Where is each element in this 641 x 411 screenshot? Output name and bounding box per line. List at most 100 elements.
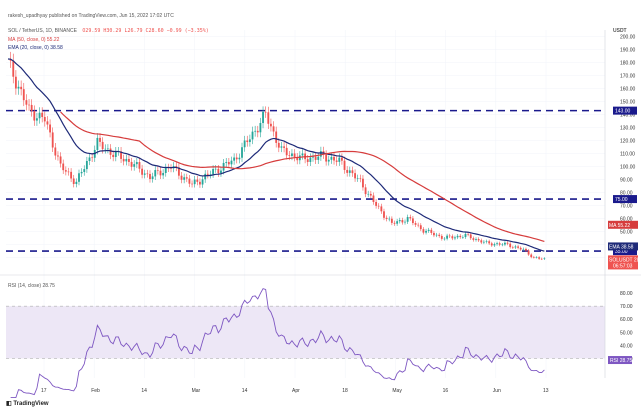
candle-body [314, 156, 317, 160]
logo-text: TradingView [13, 401, 49, 407]
tradingview-logo: ◧ TradingView [6, 400, 49, 407]
level-label: 75.00 [615, 197, 628, 203]
candle-body [498, 243, 501, 245]
candle-body [335, 160, 338, 162]
price-tick-label: 80.00 [620, 191, 633, 197]
candle-body [293, 153, 296, 158]
candle-body [46, 121, 49, 125]
candle-body [448, 235, 451, 237]
candle-body [527, 250, 530, 255]
candle-body [275, 131, 278, 143]
candle-body [214, 168, 217, 170]
candle-body [154, 170, 157, 177]
price-tick-label: 140.00 [620, 113, 636, 119]
candle-body [38, 112, 41, 119]
candle-body [375, 201, 378, 206]
candle-body [477, 239, 480, 241]
candle-body [506, 242, 509, 244]
candle-body [78, 173, 80, 182]
candle-body [30, 104, 33, 111]
rsi-tag-label: RSI 28.75 [610, 358, 632, 364]
currency-label: USDT [613, 28, 627, 34]
rsi-tick-label: 50.00 [620, 330, 633, 336]
candle-body [438, 234, 441, 236]
candle-body [517, 246, 519, 248]
candle-body [325, 154, 328, 162]
candle-body [306, 159, 309, 162]
candle-body [532, 257, 535, 258]
candle-body [380, 206, 383, 212]
candle-body [54, 147, 57, 156]
candle-body [280, 146, 283, 148]
rsi-tick-label: 40.00 [620, 343, 633, 349]
candle-body [72, 178, 75, 185]
candle-body [343, 160, 346, 170]
candle-body [348, 170, 351, 173]
candle-body [388, 218, 391, 220]
candle-body [109, 148, 112, 155]
candle-body [309, 157, 312, 162]
candle-body [217, 168, 220, 174]
price-tick-label: 160.00 [620, 87, 636, 93]
candle-body [28, 104, 30, 106]
candle-body [248, 139, 251, 143]
candle-body [151, 176, 154, 180]
price-tick-label: 190.00 [620, 48, 636, 54]
candle-body [201, 179, 204, 185]
time-tick-label: 14 [141, 388, 147, 394]
candle-body [91, 157, 94, 159]
candle-body [251, 131, 254, 140]
candle-body [398, 220, 401, 222]
candle-body [209, 174, 212, 175]
price-tag-timer: 06:57:03 [613, 263, 633, 269]
candle-body [340, 157, 343, 161]
candle-body [206, 173, 209, 175]
price-tick-label: 100.00 [620, 165, 636, 171]
candle-body [180, 175, 183, 180]
candle-body [164, 167, 167, 173]
candle-body [138, 162, 141, 169]
candle-body [62, 163, 65, 171]
candle-body [367, 193, 370, 195]
rsi-legend: RSI (14, close) 28.75 [8, 283, 55, 289]
candle-body [185, 177, 188, 179]
candle-body [246, 140, 249, 143]
candle-body [141, 168, 144, 175]
candle-body [114, 151, 117, 158]
price-tick-label: 200.00 [620, 35, 636, 41]
candle-body [327, 159, 330, 162]
candle-body [254, 130, 257, 132]
rsi-tick-label: 60.00 [620, 317, 633, 323]
candle-body [377, 205, 380, 207]
candle-body [43, 116, 46, 122]
ma-line [60, 111, 545, 243]
level-tag [613, 195, 637, 204]
time-tick-label: 16 [443, 388, 449, 394]
candle-body [85, 160, 88, 170]
ma-legend: MA (50, close, 0) 55.22 [8, 37, 60, 43]
price-tick-label: 150.00 [620, 100, 636, 106]
candle-body [356, 178, 359, 179]
candle-body [106, 148, 109, 150]
candle-body [159, 170, 162, 176]
candle-body [451, 236, 454, 239]
time-tick-label: 18 [342, 388, 348, 394]
candle-body [514, 246, 517, 248]
candle-body [543, 258, 546, 260]
candle-body [461, 237, 464, 238]
candle-body [112, 154, 115, 158]
candle-body [193, 179, 196, 185]
price-tick-label: 180.00 [620, 61, 636, 67]
candle-body [272, 126, 275, 132]
candle-body [385, 217, 388, 220]
candle-body [227, 162, 230, 165]
candle-body [199, 181, 201, 185]
rsi-tick-label: 70.00 [620, 304, 633, 310]
time-tick-label: Feb [91, 388, 100, 394]
candle-body [501, 244, 504, 246]
candle-body [419, 225, 422, 230]
candle-body [264, 111, 267, 113]
candle-body [233, 157, 236, 161]
candle-body [530, 254, 533, 258]
candle-body [270, 123, 272, 127]
